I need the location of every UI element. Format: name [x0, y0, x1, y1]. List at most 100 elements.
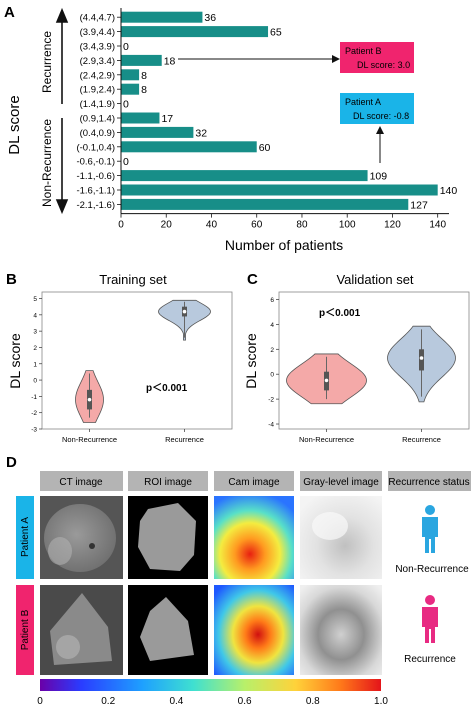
- a-bar: [121, 184, 438, 196]
- patient-a-score: DL score: -0.8: [353, 111, 409, 121]
- y-tick-label: -2: [268, 397, 274, 404]
- x-tick-label: Non-Recurrence: [62, 435, 117, 444]
- header-cam-text: Cam image: [228, 477, 280, 488]
- a-y-tick-label: (1.4,1.9): [80, 99, 115, 110]
- y-tick-label: 0: [33, 378, 37, 385]
- y-tick-label: 4: [270, 322, 274, 329]
- patient-b-score: DL score: 3.0: [357, 60, 410, 70]
- header-ct-text: CT image: [59, 477, 103, 488]
- a-bar: [121, 141, 257, 153]
- patient-a-title: Patient A: [345, 97, 381, 107]
- colorbar-tick-label: 0.2: [101, 696, 115, 707]
- a-y-tick-label: (2.9,3.4): [80, 56, 115, 67]
- row-b-cam-image: [214, 585, 294, 675]
- x-tick-label: Recurrence: [165, 435, 204, 444]
- a-value-label: 36: [204, 12, 216, 24]
- header-status: [388, 471, 471, 491]
- header-gray-text: Gray-level image: [303, 477, 379, 488]
- panel-a: A DL score Recurrence Non-Recurrence (4.…: [4, 4, 457, 253]
- a-value-label: 32: [195, 127, 207, 139]
- x-tick-label: Non-Recurrence: [299, 435, 354, 444]
- a-value-label: 8: [141, 84, 147, 96]
- colorbar-tick-label: 0.8: [306, 696, 320, 707]
- panel-a-letter: A: [4, 4, 15, 21]
- panel-c-letter: C: [247, 271, 258, 288]
- a-value-label: 8: [141, 70, 147, 82]
- colorbar-tick-label: 1.0: [374, 696, 388, 707]
- row-b-label: Patient B: [20, 609, 31, 650]
- status-non-recurrence: Non-Recurrence: [395, 564, 469, 575]
- panel-d-letter: D: [6, 454, 17, 471]
- a-bar: [121, 83, 140, 95]
- a-bar: [121, 170, 368, 182]
- patient-b-title: Patient B: [345, 46, 382, 56]
- y-tick-label: 5: [33, 296, 37, 303]
- a-value-label: 127: [410, 199, 428, 211]
- a-x-tick-label: 80: [296, 220, 308, 231]
- patient-a-box: [340, 93, 414, 124]
- c-title: Validation set: [336, 272, 413, 287]
- a-x-tick-label: 60: [251, 220, 263, 231]
- a-y-tick-label: -2.1,-1.6): [76, 200, 115, 211]
- a-y-tick-label: -1.6,-1.1): [76, 186, 115, 197]
- a-x-tick-label: 100: [339, 220, 356, 231]
- a-bar: [121, 198, 409, 210]
- person-icon-blue: [422, 505, 438, 553]
- a-y-tick-label: (1.9,2.4): [80, 85, 115, 96]
- panel-b: B Training set DL score -3 -2 -1 0 1 2 3 4 5 Non-…: [6, 271, 233, 444]
- y-tick-label: 2: [33, 345, 37, 352]
- row-a-gray-image: [300, 496, 382, 579]
- a-value-label: 60: [259, 142, 271, 154]
- a-y-tick-labels: (4.4,4.7) (3.9,4.4) (3.4,3.9) (2.9,3.4) (2.4…: [76, 13, 121, 211]
- a-y-tick-label: (3.4,3.9): [80, 42, 115, 53]
- b-title: Training set: [99, 272, 167, 287]
- d-headers: CT image ROI image Cam image Gray-level …: [40, 471, 471, 491]
- a-x-tick-label: 120: [384, 220, 401, 231]
- a-bars: [121, 11, 438, 210]
- header-cam: [214, 471, 294, 491]
- a-value-label: 0: [123, 99, 129, 111]
- a-y-tick-label: (-0.1,0.4): [76, 142, 115, 153]
- a-y-tick-label: -0.6,-0.1): [76, 157, 115, 168]
- a-y-tick-label: (0.4,0.9): [80, 128, 115, 139]
- y-tick-label: 2: [270, 347, 274, 354]
- a-y-tick-label: (2.4,2.9): [80, 70, 115, 81]
- group-label-non-recurrence: Non-Recurrence: [40, 119, 54, 207]
- a-ylabel: DL score: [6, 95, 23, 154]
- c-plot: -4 -2 0 2 4 6 Non-Recurrence Recurrence: [268, 297, 456, 444]
- header-status-text: Recurrence status: [388, 477, 469, 488]
- c-ylabel: DL score: [243, 333, 259, 389]
- colorbar: [40, 679, 381, 691]
- y-tick-label: 6: [270, 297, 274, 304]
- row-b-roi-image: [128, 585, 208, 675]
- row-b-tag: [16, 585, 34, 675]
- header-ct: [40, 471, 123, 491]
- a-bar: [121, 11, 203, 23]
- x-tick-label: Recurrence: [402, 435, 441, 444]
- status-recurrence: Recurrence: [404, 654, 456, 665]
- row-b-ct-image: [40, 585, 123, 675]
- a-x-tick-label: 40: [206, 220, 218, 231]
- violin-0-median: [87, 397, 92, 402]
- a-y-tick-label: (0.9,1.4): [80, 114, 115, 125]
- a-bar: [121, 126, 194, 138]
- panel-d: D CT image ROI image Cam image Gray-leve…: [6, 454, 471, 707]
- c-pvalue: p＜0.001: [319, 307, 361, 319]
- group-bracket: [55, 7, 69, 215]
- y-tick-label: -1: [31, 394, 37, 401]
- group-label-recurrence: Recurrence: [40, 31, 54, 93]
- violin-1-median: [182, 309, 187, 314]
- patient-b-box: [340, 42, 414, 73]
- y-tick-label: 3: [33, 329, 37, 336]
- violin-0-median: [324, 378, 329, 383]
- b-plot: -3 -2 -1 0 1 2 3 4 5 Non-Recurrence Recurrence: [31, 296, 211, 444]
- b-ylabel: DL score: [7, 333, 23, 389]
- a-value-label: 65: [270, 27, 282, 39]
- a-bar: [121, 54, 162, 66]
- row-a-roi-image: [128, 496, 208, 579]
- a-x-tick-label: 140: [429, 220, 446, 231]
- colorbar-tick-label: 0.6: [238, 696, 252, 707]
- row-a-label: Patient A: [20, 517, 31, 557]
- row-a-tag: [16, 496, 34, 579]
- y-tick-label: 0: [270, 372, 274, 379]
